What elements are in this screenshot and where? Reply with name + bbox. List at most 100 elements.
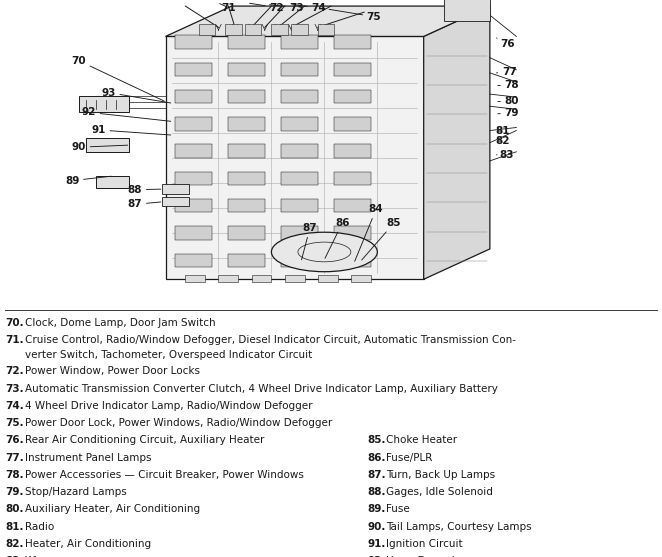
Text: 89.: 89. — [367, 504, 386, 514]
Bar — [79, 96, 129, 113]
Text: 75: 75 — [329, 9, 381, 22]
Bar — [175, 35, 212, 48]
Text: 79.: 79. — [5, 487, 24, 497]
Text: 77: 77 — [496, 67, 516, 77]
Text: 90: 90 — [71, 142, 128, 152]
Text: verter Switch, Tachometer, Overspeed Indicator Circuit: verter Switch, Tachometer, Overspeed Ind… — [25, 350, 312, 360]
Polygon shape — [166, 36, 424, 279]
Bar — [175, 90, 212, 103]
Text: 73.: 73. — [5, 384, 24, 394]
Text: 90.: 90. — [367, 521, 386, 531]
Text: 78.: 78. — [5, 470, 24, 480]
Bar — [199, 25, 215, 35]
Bar — [334, 227, 371, 240]
Text: 81.: 81. — [5, 521, 24, 531]
Bar — [228, 62, 265, 76]
Bar — [281, 172, 318, 185]
Bar — [228, 254, 265, 267]
Text: 81: 81 — [495, 126, 510, 136]
Text: Gages, Idle Solenoid: Gages, Idle Solenoid — [386, 487, 493, 497]
Text: 82: 82 — [495, 136, 510, 146]
Bar — [228, 144, 265, 158]
Text: 88: 88 — [128, 185, 161, 195]
Bar — [281, 117, 318, 130]
Text: Fuse: Fuse — [386, 504, 410, 514]
Bar — [228, 117, 265, 130]
Text: 75.: 75. — [5, 418, 24, 428]
Text: 92.: 92. — [367, 556, 386, 557]
Bar — [175, 62, 212, 76]
Text: Tail Lamps, Courtesy Lamps: Tail Lamps, Courtesy Lamps — [386, 521, 532, 531]
Text: 76.: 76. — [5, 436, 24, 446]
Text: 74.: 74. — [5, 401, 24, 411]
Text: 87: 87 — [302, 223, 317, 260]
Polygon shape — [424, 6, 490, 279]
Text: 70: 70 — [71, 56, 164, 101]
Bar — [334, 117, 371, 130]
Bar — [218, 275, 238, 282]
Text: Cruise Control, Radio/Window Defogger, Diesel Indicator Circuit, Automatic Trans: Cruise Control, Radio/Window Defogger, D… — [25, 335, 516, 345]
Text: Power Accessories — Circuit Breaker, Power Windows: Power Accessories — Circuit Breaker, Pow… — [25, 470, 304, 480]
Bar — [228, 35, 265, 48]
Text: Clock, Dome Lamp, Door Jam Switch: Clock, Dome Lamp, Door Jam Switch — [25, 317, 216, 328]
Bar — [175, 117, 212, 130]
Bar — [334, 144, 371, 158]
Text: 72.: 72. — [5, 367, 24, 377]
Text: 83.: 83. — [5, 556, 24, 557]
Bar — [228, 90, 265, 103]
Bar — [228, 199, 265, 212]
Text: 73: 73 — [269, 3, 304, 13]
Bar — [281, 90, 318, 103]
Text: 76: 76 — [496, 38, 514, 49]
Text: 80.: 80. — [5, 504, 24, 514]
Text: 85.: 85. — [367, 436, 386, 446]
Bar — [252, 275, 271, 282]
Text: Rear Air Conditioning Circuit, Auxiliary Heater: Rear Air Conditioning Circuit, Auxiliary… — [25, 436, 265, 446]
Bar — [351, 275, 371, 282]
Bar — [334, 254, 371, 267]
Text: 92: 92 — [81, 108, 171, 121]
Bar — [175, 144, 212, 158]
Bar — [175, 199, 212, 212]
Bar — [271, 25, 288, 35]
Text: 82.: 82. — [5, 539, 24, 549]
Bar — [162, 197, 189, 207]
Text: 89: 89 — [65, 175, 111, 185]
Text: 87.: 87. — [367, 470, 386, 480]
Bar — [334, 172, 371, 185]
Text: 83: 83 — [496, 150, 514, 160]
Bar — [281, 199, 318, 212]
Text: 87: 87 — [128, 199, 161, 209]
Bar — [318, 275, 338, 282]
Text: 86: 86 — [325, 218, 350, 258]
Bar — [334, 62, 371, 76]
Text: Power Window, Power Door Locks: Power Window, Power Door Locks — [25, 367, 200, 377]
Text: Horn, Dome Lamps: Horn, Dome Lamps — [386, 556, 486, 557]
Bar — [318, 25, 334, 35]
Bar — [175, 227, 212, 240]
Text: Automatic Transmission Converter Clutch, 4 Wheel Drive Indicator Lamp, Auxiliary: Automatic Transmission Converter Clutch,… — [25, 384, 498, 394]
Bar — [334, 35, 371, 48]
Text: Power Door Lock, Power Windows, Radio/Window Defogger: Power Door Lock, Power Windows, Radio/Wi… — [25, 418, 332, 428]
Text: 93: 93 — [101, 87, 171, 103]
Bar — [281, 62, 318, 76]
Bar — [175, 172, 212, 185]
Bar — [334, 90, 371, 103]
Bar — [228, 172, 265, 185]
Bar — [228, 227, 265, 240]
Text: Wiper: Wiper — [25, 556, 56, 557]
Text: Instrument Panel Lamps: Instrument Panel Lamps — [25, 453, 152, 462]
Bar — [291, 25, 308, 35]
Text: Stop/Hazard Lamps: Stop/Hazard Lamps — [25, 487, 127, 497]
Bar — [285, 275, 305, 282]
Bar — [281, 254, 318, 267]
Text: 74: 74 — [293, 3, 326, 13]
Text: 71.: 71. — [5, 335, 24, 345]
Text: Turn, Back Up Lamps: Turn, Back Up Lamps — [386, 470, 495, 480]
Bar — [334, 199, 371, 212]
Text: 72: 72 — [250, 3, 284, 13]
Bar — [281, 144, 318, 158]
Bar — [281, 227, 318, 240]
Text: 85: 85 — [361, 218, 401, 260]
Text: 84: 84 — [355, 204, 383, 261]
